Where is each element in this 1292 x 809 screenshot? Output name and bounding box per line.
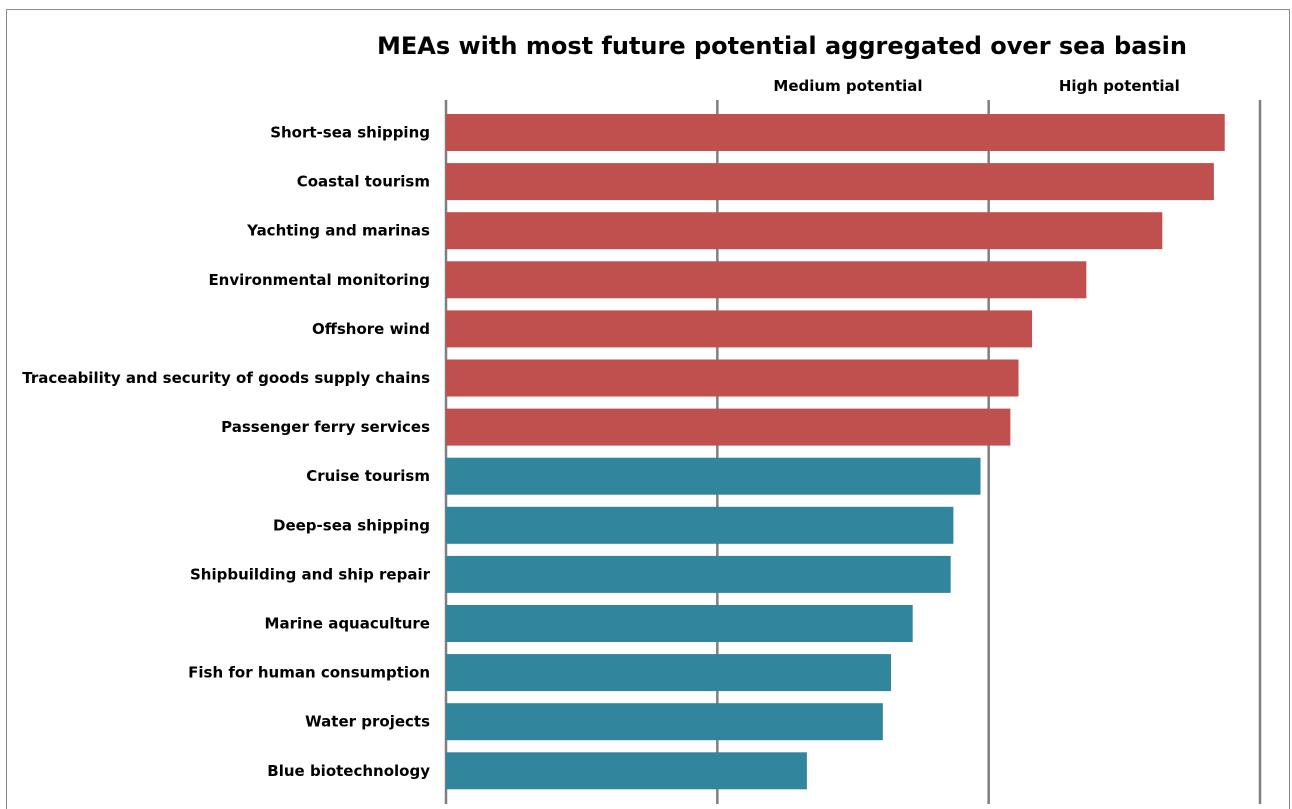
- category-label: Deep-sea shipping: [273, 516, 430, 534]
- category-label: Cruise tourism: [306, 467, 430, 485]
- gridlines: [444, 100, 1262, 804]
- category-label: Traceability and security of goods suppl…: [22, 369, 430, 387]
- bars: [446, 114, 1225, 790]
- bar: [446, 703, 883, 741]
- bar: [446, 310, 1033, 348]
- bar: [446, 212, 1163, 250]
- bar: [446, 555, 951, 593]
- bar: [446, 359, 1019, 397]
- category-labels: Short-sea shipping Coastal tourism Yachtin…: [22, 124, 430, 780]
- category-label: Fish for human consumption: [188, 664, 430, 682]
- category-label: Offshore wind: [312, 320, 430, 338]
- bar: [446, 605, 913, 642]
- bar: [446, 163, 1214, 201]
- band-label: High potential: [1059, 77, 1180, 95]
- bar: [446, 506, 954, 544]
- bar: [446, 114, 1225, 151]
- category-label: Coastal tourism: [297, 173, 430, 191]
- category-label: Environmental monitoring: [208, 271, 430, 289]
- chart-frame: [6, 9, 1290, 809]
- bar: [446, 261, 1087, 299]
- bar: [446, 457, 981, 495]
- category-label: Marine aquaculture: [265, 615, 430, 633]
- bar: [446, 408, 1011, 446]
- bar: [446, 654, 891, 692]
- category-label: Water projects: [305, 713, 430, 731]
- chart-title: MEAs with most future potential aggregat…: [377, 32, 1187, 60]
- band-labels: Medium potential High potential: [773, 77, 1179, 95]
- category-label: Passenger ferry services: [221, 418, 430, 436]
- category-label: Yachting and marinas: [246, 222, 430, 240]
- category-label: Blue biotechnology: [267, 762, 430, 780]
- category-label: Shipbuilding and ship repair: [190, 565, 431, 583]
- category-label: Short-sea shipping: [270, 124, 430, 142]
- bar: [446, 752, 807, 790]
- band-label: Medium potential: [773, 77, 922, 95]
